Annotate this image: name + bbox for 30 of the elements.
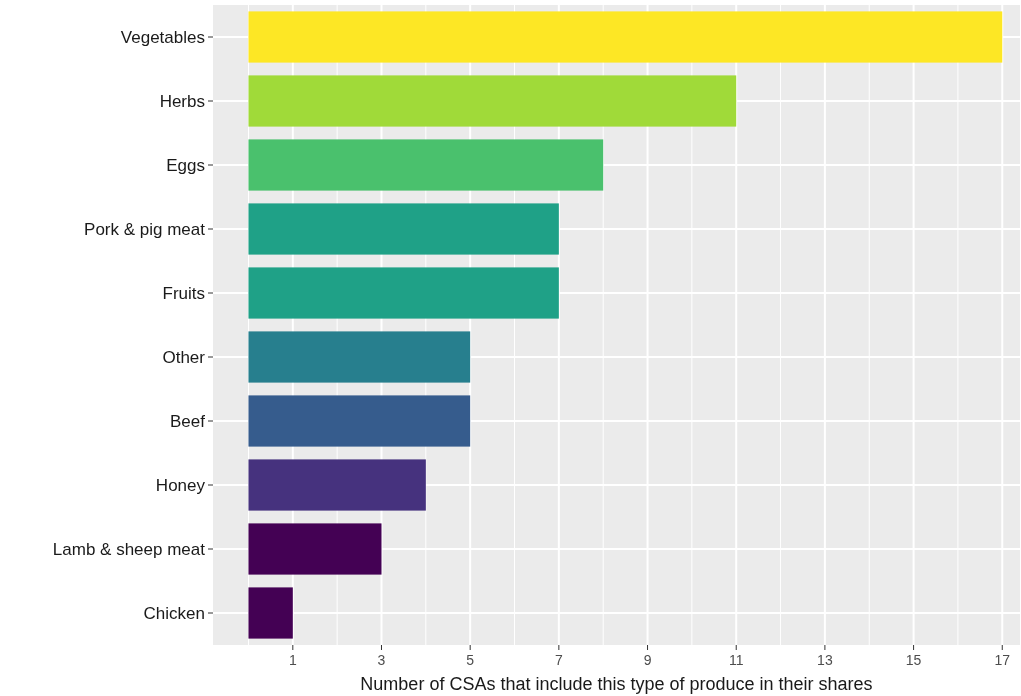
bar bbox=[248, 395, 471, 447]
x-tick-label: 9 bbox=[643, 652, 652, 668]
y-tick-label: Pork & pig meat bbox=[84, 219, 206, 239]
y-tick-label: Honey bbox=[155, 475, 206, 495]
y-tick-label: Herbs bbox=[159, 91, 205, 111]
bar bbox=[248, 75, 737, 127]
x-tick-label: 5 bbox=[466, 652, 475, 668]
x-tick-label: 3 bbox=[377, 652, 386, 668]
bar bbox=[248, 587, 293, 639]
bar bbox=[248, 203, 559, 255]
x-tick-label: 17 bbox=[994, 652, 1011, 668]
y-tick-label: Vegetables bbox=[120, 27, 205, 47]
bar bbox=[248, 267, 559, 319]
bar bbox=[248, 11, 1003, 63]
x-tick-label: 7 bbox=[554, 652, 563, 668]
y-tick-label: Lamb & sheep meat bbox=[52, 539, 206, 559]
y-tick-label: Fruits bbox=[162, 283, 205, 303]
y-tick-label: Eggs bbox=[166, 155, 205, 175]
x-tick-label: 13 bbox=[817, 652, 833, 668]
y-tick-label: Beef bbox=[170, 411, 206, 431]
y-tick-label: Chicken bbox=[143, 603, 205, 623]
bar bbox=[248, 139, 604, 191]
x-tick-label: 11 bbox=[728, 652, 744, 668]
x-tick-label: 1 bbox=[288, 652, 297, 668]
x-axis-title: Number of CSAs that include this type of produce in their shares bbox=[360, 674, 873, 694]
x-tick-label: 15 bbox=[905, 652, 922, 668]
bar bbox=[248, 459, 426, 511]
bar bbox=[248, 331, 471, 383]
bar bbox=[248, 523, 382, 575]
y-tick-label: Other bbox=[162, 347, 206, 367]
